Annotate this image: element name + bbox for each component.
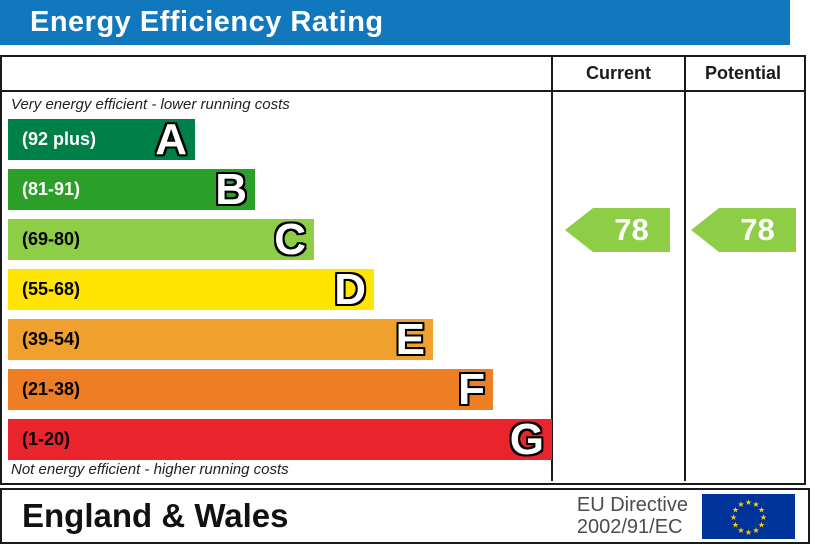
chart-header-cell <box>2 57 553 90</box>
band-a: (92 plus) A <box>8 115 195 164</box>
bottom-caption: Not energy efficient - higher running co… <box>11 461 289 478</box>
svg-text:★: ★ <box>732 506 739 515</box>
svg-text:★: ★ <box>732 521 739 530</box>
svg-text:★: ★ <box>730 513 737 522</box>
rating-scale-area: Very energy efficient - lower running co… <box>2 92 553 481</box>
band-range-label: (21-38) <box>22 379 81 399</box>
band-letter: A <box>155 115 187 164</box>
top-caption: Very energy efficient - lower running co… <box>11 96 290 113</box>
band-range-label: (69-80) <box>22 229 81 249</box>
potential-header-cell: Potential <box>686 57 800 90</box>
svg-text:★: ★ <box>752 526 759 535</box>
band-letter: D <box>334 265 366 314</box>
band-e: (39-54) E <box>8 315 433 364</box>
svg-text:★: ★ <box>758 521 765 530</box>
eu-flag-icon: ★ ★★★★★★★★★★★ <box>702 494 795 539</box>
band-letter: C <box>274 215 306 264</box>
band-range-label: (81-91) <box>22 179 81 199</box>
arrow-tip-icon <box>565 208 593 252</box>
svg-text:★: ★ <box>737 500 744 509</box>
band-range-label: (1-20) <box>22 429 71 449</box>
svg-text:★: ★ <box>758 506 765 515</box>
current-rating-cell: 78 <box>553 92 686 481</box>
band-d: (55-68) D <box>8 265 374 314</box>
band-letter: G <box>509 415 544 464</box>
current-header-cell: Current <box>553 57 686 90</box>
band-c: (69-80) C <box>8 215 314 264</box>
current-rating-arrow: 78 <box>565 208 670 252</box>
band-range-label: (39-54) <box>22 329 81 349</box>
potential-rating-cell: 78 <box>686 92 800 481</box>
footer-bar: England & Wales EU Directive 2002/91/EC … <box>0 488 810 544</box>
page-title: Energy Efficiency Rating <box>30 6 384 38</box>
current-column-header: Current <box>585 63 651 83</box>
band-range-label: (55-68) <box>22 279 81 299</box>
eu-directive-line2: 2002/91/EC <box>576 516 683 538</box>
band-letter: E <box>395 315 425 364</box>
band-b: (81-91) B <box>8 165 255 214</box>
svg-text:★: ★ <box>745 528 752 537</box>
svg-text:★: ★ <box>760 513 767 522</box>
band-range-label: (92 plus) <box>22 129 97 149</box>
region-label: England & Wales <box>22 497 289 534</box>
band-letter: F <box>458 365 485 414</box>
potential-rating-value: 78 <box>719 208 796 252</box>
eu-directive-line1: EU Directive <box>576 494 688 516</box>
arrow-tip-icon <box>691 208 719 252</box>
band-f: (21-38) F <box>8 365 493 414</box>
potential-rating-arrow: 78 <box>691 208 796 252</box>
title-bar: Energy Efficiency Rating <box>0 0 790 45</box>
table-body-row: Very energy efficient - lower running co… <box>2 92 804 481</box>
band-letter: B <box>215 165 247 214</box>
svg-text:★: ★ <box>745 498 752 507</box>
svg-text:★: ★ <box>752 500 759 509</box>
potential-column-header: Potential <box>704 63 781 83</box>
table-header-row: Current Potential <box>2 57 804 92</box>
current-rating-value: 78 <box>593 208 670 252</box>
eu-directive-label: EU Directive 2002/91/EC <box>577 494 688 538</box>
svg-text:★: ★ <box>737 526 744 535</box>
rating-table: Current Potential Very energy efficient … <box>0 55 806 485</box>
band-g: (1-20) G <box>8 415 552 464</box>
